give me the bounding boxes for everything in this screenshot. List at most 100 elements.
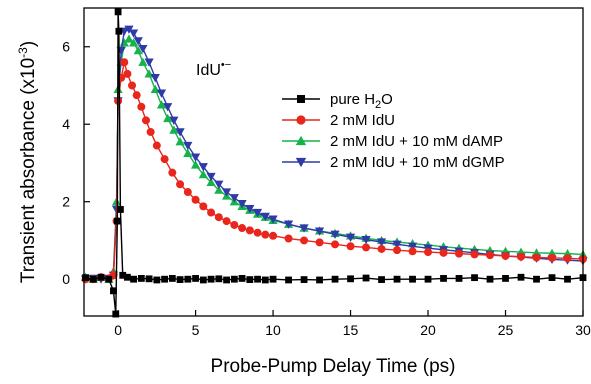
data-point — [470, 250, 479, 259]
data-point — [407, 242, 418, 251]
data-point — [502, 275, 509, 282]
data-point — [206, 177, 216, 187]
data-point — [183, 141, 193, 151]
y-axis-label-main: Transient absorbance (x10 — [18, 58, 39, 283]
data-point — [392, 240, 402, 249]
data-point — [376, 238, 387, 247]
data-point — [517, 252, 526, 261]
data-point — [198, 169, 208, 179]
data-point — [89, 275, 97, 283]
x-axis-label: Probe-Pump Delay Time (ps) — [211, 356, 456, 377]
data-point — [362, 274, 370, 282]
y-tick-label: 6 — [62, 39, 70, 55]
legend-marker — [297, 95, 305, 103]
data-point — [245, 226, 254, 235]
data-point — [362, 243, 371, 252]
data-point — [548, 274, 556, 282]
data-point — [183, 148, 193, 157]
legend-label: 2 mM IdU + 10 mM dAMP — [330, 133, 503, 150]
data-point — [199, 202, 208, 211]
data-point — [169, 125, 179, 134]
data-point — [115, 27, 123, 35]
data-point — [330, 230, 340, 239]
data-point — [146, 127, 155, 136]
data-point — [168, 168, 177, 177]
data-point — [283, 220, 294, 229]
data-point — [117, 206, 124, 213]
data-point — [440, 275, 447, 282]
data-point — [214, 185, 224, 194]
x-tick-label: 20 — [420, 322, 436, 338]
data-point — [269, 231, 278, 240]
data-point — [300, 236, 309, 245]
data-point — [331, 275, 339, 283]
data-point — [112, 310, 120, 318]
data-point — [214, 180, 224, 189]
annotation-superscript: •− — [221, 59, 231, 71]
data-point — [207, 275, 215, 283]
y-tick-label: 2 — [62, 194, 70, 210]
data-point — [130, 275, 137, 283]
data-point — [221, 188, 232, 197]
legend-item: 2 mM IdU + 10 mM dAMP — [282, 133, 503, 150]
data-point — [123, 273, 131, 281]
x-tick-label: 30 — [575, 322, 591, 338]
data-point — [128, 29, 139, 38]
legend-item: 2 mM IdU — [282, 112, 395, 129]
data-point — [214, 213, 223, 222]
data-point — [331, 240, 340, 249]
y-axis-label-close: ) — [18, 41, 39, 47]
legend-item: pure H2O — [282, 91, 393, 111]
data-point — [82, 274, 89, 282]
data-point — [137, 275, 145, 282]
data-point — [110, 287, 117, 295]
data-point — [222, 217, 231, 226]
data-point — [393, 246, 402, 255]
data-point — [261, 276, 269, 284]
data-point — [439, 248, 448, 257]
data-point — [123, 69, 132, 78]
y-axis-label: Transient absorbance (x10-3) — [16, 41, 39, 283]
data-point — [150, 84, 160, 94]
data-point — [230, 220, 239, 229]
plot-frame — [83, 7, 584, 317]
data-point — [138, 57, 148, 66]
data-point — [253, 228, 262, 237]
data-point — [169, 116, 179, 125]
legend-label: 2 mM IdU + 10 mM dGMP — [330, 154, 505, 171]
series-2 — [81, 58, 587, 284]
x-tick-label: 5 — [192, 322, 200, 338]
data-point — [455, 249, 464, 258]
data-point — [163, 103, 173, 112]
data-point — [190, 153, 201, 162]
data-point — [124, 25, 134, 34]
data-point — [261, 230, 270, 239]
data-point — [144, 58, 154, 67]
ticks-layer: 0 5 10 15 20 25 30 0 2 4 6 — [62, 39, 591, 338]
legend-marker — [296, 115, 306, 125]
data-point — [120, 58, 129, 67]
annotation-base: IdU — [196, 62, 221, 79]
data-point — [223, 276, 230, 284]
data-point — [316, 276, 323, 284]
data-point — [315, 238, 324, 247]
data-point — [269, 275, 277, 283]
data-point — [138, 44, 148, 54]
data-point — [207, 208, 216, 217]
data-point — [184, 275, 192, 283]
series-layer — [80, 8, 588, 318]
data-point — [183, 188, 192, 197]
data-point — [299, 224, 309, 233]
data-point — [141, 116, 150, 125]
y-axis-label-exponent: -3 — [16, 47, 30, 58]
data-point — [190, 160, 201, 169]
legend-label: 2 mM IdU — [330, 112, 395, 129]
x-tick-label: 25 — [498, 322, 514, 338]
data-point — [238, 275, 246, 282]
data-point — [424, 275, 432, 283]
data-point — [152, 141, 161, 150]
legend-marker — [295, 157, 307, 168]
data-point — [191, 195, 200, 204]
data-point — [176, 180, 185, 189]
